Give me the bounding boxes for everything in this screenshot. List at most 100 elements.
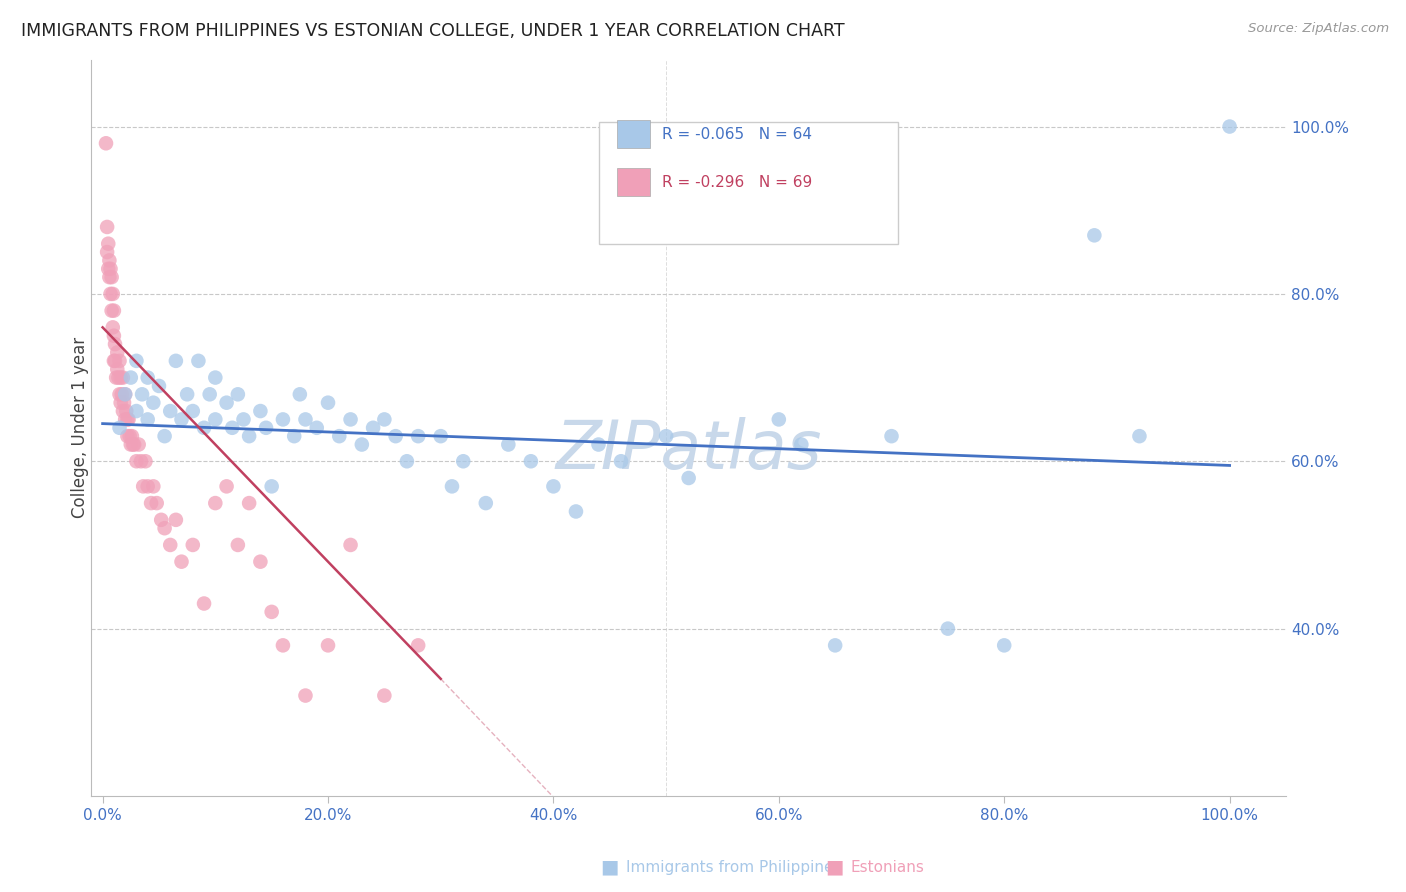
Point: [120, 437, 142, 451]
Point: [305, 421, 328, 435]
Point: [271, 412, 294, 426]
Point: [100, 261, 122, 276]
Point: [181, 538, 204, 552]
Point: [238, 496, 260, 510]
Point: [94, 136, 117, 151]
Point: [226, 387, 249, 401]
Point: [790, 437, 813, 451]
Point: [136, 479, 159, 493]
Point: [131, 387, 153, 401]
Point: [142, 479, 165, 493]
Point: [100, 286, 122, 301]
Point: [193, 421, 215, 435]
Text: ZIPatlas: ZIPatlas: [555, 417, 823, 483]
Point: [145, 496, 167, 510]
Point: [105, 345, 128, 359]
Point: [373, 689, 395, 703]
Point: [98, 253, 121, 268]
Point: [204, 496, 226, 510]
Point: [142, 395, 165, 409]
Point: [406, 638, 429, 652]
Point: [588, 437, 610, 451]
Point: [103, 328, 125, 343]
Point: [187, 354, 209, 368]
Point: [108, 387, 131, 401]
Text: ■: ■: [600, 857, 619, 877]
Point: [768, 412, 790, 426]
Point: [110, 395, 132, 409]
Point: [294, 689, 316, 703]
Point: [105, 362, 128, 376]
Point: [115, 404, 138, 418]
Point: [475, 496, 498, 510]
Point: [103, 354, 125, 368]
Point: [136, 412, 159, 426]
Point: [498, 437, 520, 451]
Point: [238, 429, 260, 443]
Point: [221, 421, 243, 435]
Text: R = -0.065   N = 64: R = -0.065 N = 64: [662, 128, 813, 142]
Point: [678, 471, 700, 485]
Point: [105, 370, 128, 384]
Point: [96, 219, 118, 234]
Y-axis label: College, Under 1 year: College, Under 1 year: [72, 337, 89, 518]
Point: [104, 354, 127, 368]
Point: [429, 429, 451, 443]
Point: [1083, 228, 1105, 243]
Point: [316, 395, 339, 409]
Point: [610, 454, 633, 468]
Point: [100, 303, 122, 318]
Point: [110, 370, 132, 384]
Point: [339, 412, 361, 426]
Point: [103, 303, 125, 318]
Point: [328, 429, 350, 443]
Point: [204, 412, 226, 426]
Point: [121, 429, 143, 443]
Point: [125, 354, 148, 368]
Point: [136, 370, 159, 384]
Point: [98, 270, 121, 285]
Point: [271, 638, 294, 652]
Point: [181, 404, 204, 418]
Point: [104, 337, 127, 351]
Point: [150, 513, 173, 527]
Point: [232, 412, 254, 426]
Point: [97, 236, 120, 251]
Point: [111, 404, 134, 418]
Point: [122, 437, 145, 451]
Point: [139, 496, 162, 510]
Text: Estonians: Estonians: [851, 860, 925, 874]
Point: [111, 370, 134, 384]
Point: [543, 479, 565, 493]
Point: [406, 429, 429, 443]
Point: [1128, 429, 1150, 443]
Point: [936, 622, 959, 636]
Text: R = -0.296   N = 69: R = -0.296 N = 69: [662, 175, 813, 190]
Point: [122, 437, 145, 451]
Point: [165, 513, 187, 527]
Point: [249, 404, 271, 418]
Point: [159, 404, 181, 418]
Point: [361, 421, 384, 435]
Point: [117, 412, 139, 426]
Point: [165, 354, 187, 368]
FancyBboxPatch shape: [599, 122, 897, 244]
Point: [134, 454, 156, 468]
Point: [655, 429, 678, 443]
Point: [114, 412, 136, 426]
Point: [117, 429, 139, 443]
Point: [107, 370, 129, 384]
Point: [283, 429, 305, 443]
Point: [288, 387, 311, 401]
Point: [451, 454, 474, 468]
Point: [129, 454, 152, 468]
Text: IMMIGRANTS FROM PHILIPPINES VS ESTONIAN COLLEGE, UNDER 1 YEAR CORRELATION CHART: IMMIGRANTS FROM PHILIPPINES VS ESTONIAN …: [21, 22, 845, 40]
FancyBboxPatch shape: [617, 168, 651, 196]
Point: [153, 429, 176, 443]
Point: [880, 429, 903, 443]
Point: [118, 429, 141, 443]
Point: [108, 354, 131, 368]
Point: [117, 412, 139, 426]
Point: [254, 421, 277, 435]
Point: [339, 538, 361, 552]
